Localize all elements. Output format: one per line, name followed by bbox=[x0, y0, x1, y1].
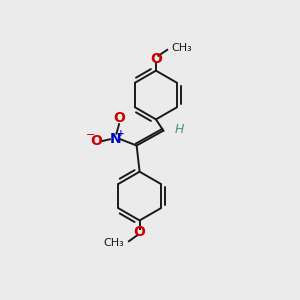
Text: CH₃: CH₃ bbox=[103, 238, 124, 248]
Text: −: − bbox=[85, 130, 95, 140]
Text: O: O bbox=[134, 225, 146, 239]
Text: O: O bbox=[90, 134, 102, 148]
Text: +: + bbox=[117, 130, 125, 139]
Text: CH₃: CH₃ bbox=[171, 43, 192, 53]
Text: O: O bbox=[150, 52, 162, 66]
Text: N: N bbox=[110, 132, 121, 146]
Text: H: H bbox=[175, 123, 184, 136]
Text: O: O bbox=[114, 111, 126, 125]
